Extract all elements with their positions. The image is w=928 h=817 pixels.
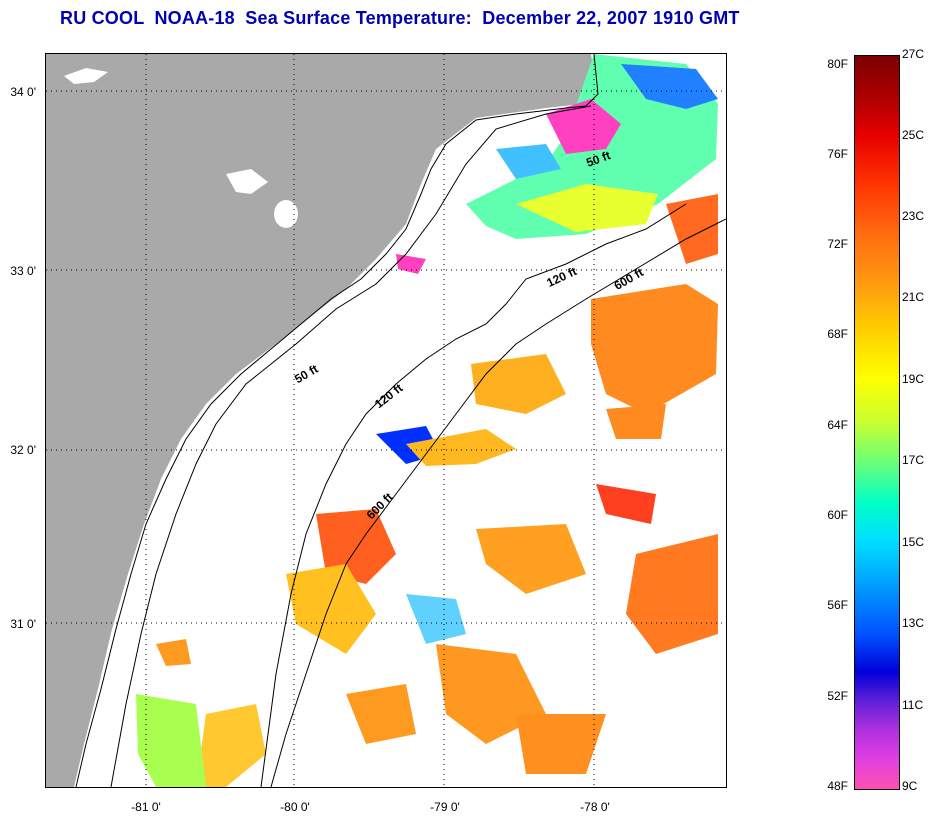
sst-map-canvas: [46, 54, 726, 787]
graticule: [46, 54, 726, 787]
colorbar-c-label: 15C: [902, 535, 925, 549]
colorbar-f-label: 48F: [827, 779, 848, 793]
colorbar-f-label: 76F: [827, 147, 848, 161]
colorbar-c-label: 13C: [902, 616, 925, 630]
lat-label: 32 0': [10, 443, 36, 457]
lon-label: -80 0': [280, 800, 310, 814]
map-title: RU COOL NOAA-18 Sea Surface Temperature:…: [60, 8, 740, 28]
sst-map[interactable]: 50 ft 120 ft 600 ft 50 ft 120 ft 600 ft: [45, 53, 727, 788]
colorbar-f-label: 72F: [827, 237, 848, 251]
lat-label: 33 0': [10, 264, 36, 278]
colorbar-f-label: 52F: [827, 689, 848, 703]
lon-label: -81 0': [131, 800, 161, 814]
colorbar-f-label: 64F: [827, 418, 848, 432]
depth-contours: [110, 105, 726, 787]
lat-label: 31 0': [10, 617, 36, 631]
sst-patches: [136, 54, 718, 787]
colorbar-c-label: 17C: [902, 453, 925, 467]
colorbar-c-label: 23C: [902, 209, 925, 223]
colorbar-f-label: 60F: [827, 508, 848, 522]
lat-label: 34 0': [10, 85, 36, 99]
land-mass: [46, 54, 599, 787]
colorbar-c-label: 27C: [902, 47, 925, 61]
colorbar-c-label: 21C: [902, 290, 925, 304]
colorbar-f-label: 68F: [827, 327, 848, 341]
colorbar-f-label: 56F: [827, 598, 848, 612]
color-gradient: [855, 56, 899, 789]
colorbar-c-label: 19C: [902, 372, 925, 386]
colorbar-c-label: 11C: [902, 698, 924, 712]
colorbar-c-label: 9C: [902, 779, 918, 793]
colorbar-c-label: 25C: [902, 128, 925, 142]
lon-label: -78 0': [580, 800, 610, 814]
color-scale-bar: [854, 55, 900, 790]
colorbar-f-label: 80F: [827, 57, 848, 71]
lon-label: -79 0': [430, 800, 460, 814]
